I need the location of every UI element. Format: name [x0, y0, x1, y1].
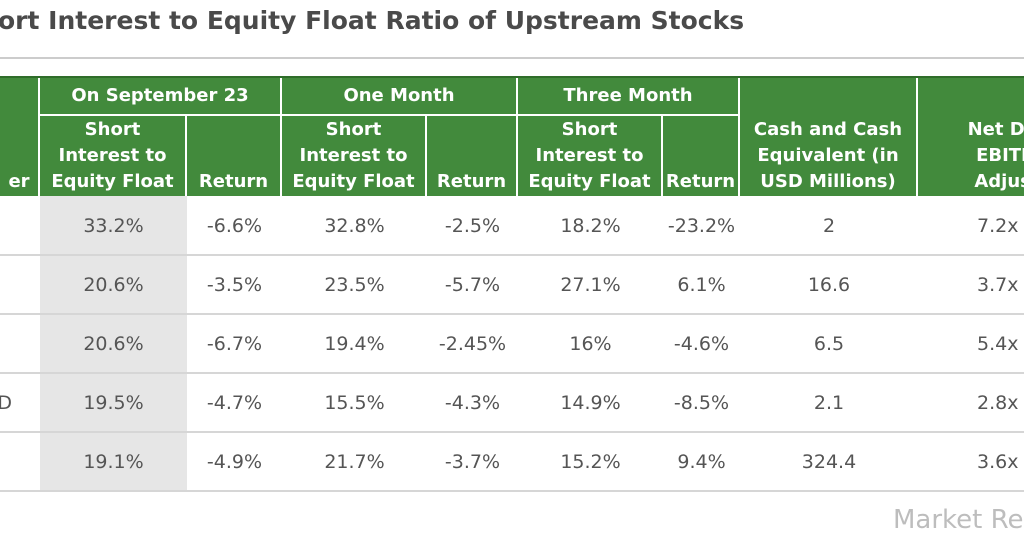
table-cell: -3.5%	[206, 273, 263, 296]
header-line: Net Debt	[967, 119, 1024, 140]
header-line: Return	[198, 171, 269, 192]
header-line: Short	[561, 119, 618, 140]
header-line: er	[8, 171, 30, 192]
column-header: Return	[187, 116, 282, 196]
header-line: Interest to	[299, 145, 408, 166]
header-line: Short	[325, 119, 382, 140]
table-cell: 20.6%	[83, 332, 144, 355]
group-label: Three Month	[563, 84, 693, 106]
group-header: On September 23	[40, 78, 282, 116]
group-label: One Month	[343, 84, 455, 106]
header-line: Adjuste	[974, 171, 1024, 192]
table-cell: -6.6%	[206, 214, 263, 237]
table-cell: -4.6%	[673, 332, 730, 355]
group-header: Three Month	[518, 78, 740, 116]
header-line: Equity Float	[528, 171, 651, 192]
table-cell: -2.5%	[444, 214, 501, 237]
table-cell: 19.4%	[324, 332, 385, 355]
column-header: Return	[663, 116, 740, 196]
table-cell: 2	[822, 214, 836, 237]
watermark: Market Rea	[893, 505, 1024, 535]
column-header: Short Interest to Equity Float	[518, 116, 663, 196]
table-cell: 19.5%	[83, 391, 144, 414]
title: ort Interest to Equity Float Ratio of Up…	[0, 6, 745, 35]
row-rule	[0, 490, 1024, 492]
highlight-column	[40, 196, 187, 491]
table-cell: 18.2%	[560, 214, 621, 237]
group-label: On September 23	[71, 84, 249, 106]
column-header: Short Interest to Equity Float	[40, 116, 187, 196]
table-cell: -8.5%	[673, 391, 730, 414]
row-rule	[0, 431, 1024, 433]
table-cell: 3.7x	[977, 273, 1019, 296]
group-header: One Month	[282, 78, 518, 116]
header-line: Interest to	[58, 145, 167, 166]
table-cell: -23.2%	[667, 214, 736, 237]
table-cell: 32.8%	[324, 214, 385, 237]
header-line: Cash and Cash	[753, 119, 903, 140]
column-header: Net Debt EBITDA Adjuste	[918, 78, 1024, 196]
table-cell: 324.4	[801, 450, 857, 473]
table-cell: 6.1%	[677, 273, 726, 296]
table-cell: -4.9%	[206, 450, 263, 473]
table-cell: 33.2%	[83, 214, 144, 237]
table-cell: 15.5%	[324, 391, 385, 414]
table-cell: 16.6	[807, 273, 851, 296]
table-cell: 15.2%	[560, 450, 621, 473]
table-cell: 27.1%	[560, 273, 621, 296]
table-cell: 14.9%	[560, 391, 621, 414]
table-cell: 23.5%	[324, 273, 385, 296]
table-cell: 6.5	[813, 332, 845, 355]
table-cell: -5.7%	[444, 273, 501, 296]
table-cell: 2.8x	[977, 391, 1019, 414]
header-line: Short	[84, 119, 141, 140]
table-cell: 19.1%	[83, 450, 144, 473]
header-top-rule	[0, 76, 1024, 78]
column-header: Cash and Cash Equivalent (in USD Millions)	[740, 78, 918, 196]
table-cell: D	[0, 391, 12, 414]
table-cell: -4.7%	[206, 391, 263, 414]
header-line: Equivalent (in	[757, 145, 899, 166]
header-line: Equity Float	[51, 171, 174, 192]
table-cell: -4.3%	[444, 391, 501, 414]
column-header: Return	[427, 116, 518, 196]
column-header: er	[0, 78, 40, 196]
row-rule	[0, 313, 1024, 315]
table-cell: -2.45%	[438, 332, 507, 355]
header-line: Return	[436, 171, 507, 192]
table-cell: 7.2x	[977, 214, 1019, 237]
table-cell: -3.7%	[444, 450, 501, 473]
header-line: Equity Float	[292, 171, 415, 192]
table-cell: 5.4x	[977, 332, 1019, 355]
table-cell: 3.6x	[977, 450, 1019, 473]
row-rule	[0, 372, 1024, 374]
column-header: Short Interest to Equity Float	[282, 116, 427, 196]
table-cell: 2.1	[813, 391, 845, 414]
table-cell: -6.7%	[206, 332, 263, 355]
table-cell: 21.7%	[324, 450, 385, 473]
title-rule	[0, 57, 1024, 59]
header-line: USD Millions)	[760, 171, 896, 192]
header-line: Return	[665, 171, 736, 192]
table-cell: 16%	[569, 332, 612, 355]
table-cell: 20.6%	[83, 273, 144, 296]
row-rule	[0, 254, 1024, 256]
header-line: Interest to	[535, 145, 644, 166]
table-cell: 9.4%	[677, 450, 726, 473]
header-line: EBITDA	[976, 145, 1024, 166]
